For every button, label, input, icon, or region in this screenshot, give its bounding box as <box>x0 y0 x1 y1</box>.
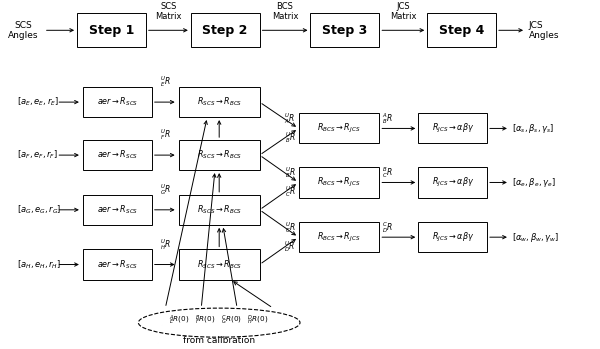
FancyBboxPatch shape <box>299 168 379 198</box>
Text: $[a_E, e_E, r_E]$: $[a_E, e_E, r_E]$ <box>17 96 59 108</box>
Text: BCS
Matrix: BCS Matrix <box>272 2 298 21</box>
Text: $^U_E R$: $^U_E R$ <box>160 74 171 89</box>
Text: SCS
Matrix: SCS Matrix <box>155 2 182 21</box>
FancyBboxPatch shape <box>179 195 260 225</box>
Text: $[a_G, e_G, r_G]$: $[a_G, e_G, r_G]$ <box>17 203 62 216</box>
Text: $^U_C R$: $^U_C R$ <box>284 220 296 235</box>
FancyBboxPatch shape <box>418 168 487 198</box>
Text: $aer \rightarrow R_{SCS}$: $aer \rightarrow R_{SCS}$ <box>97 203 138 216</box>
Text: $^U_B R$: $^U_B R$ <box>284 131 296 146</box>
Text: $^U_H R$: $^U_H R$ <box>160 237 171 252</box>
FancyBboxPatch shape <box>77 13 146 47</box>
FancyBboxPatch shape <box>179 87 260 117</box>
Text: $R_{SCS} \rightarrow R_{BCS}$: $R_{SCS} \rightarrow R_{BCS}$ <box>197 96 242 108</box>
Text: $^B_C R$: $^B_C R$ <box>382 165 393 180</box>
Text: $R_{BCS} \rightarrow R_{JCS}$: $R_{BCS} \rightarrow R_{JCS}$ <box>317 176 361 189</box>
FancyBboxPatch shape <box>310 13 379 47</box>
Text: $[\alpha_s, \beta_s, \gamma_s]$: $[\alpha_s, \beta_s, \gamma_s]$ <box>512 122 554 135</box>
Text: Step 1: Step 1 <box>89 24 134 37</box>
Text: $R_{BCS} \rightarrow R_{JCS}$: $R_{BCS} \rightarrow R_{JCS}$ <box>317 231 361 244</box>
Text: $^U_G R$: $^U_G R$ <box>160 182 171 197</box>
Text: $aer \rightarrow R_{SCS}$: $aer \rightarrow R_{SCS}$ <box>97 258 138 271</box>
Text: Step 3: Step 3 <box>322 24 368 37</box>
Ellipse shape <box>139 308 300 337</box>
FancyBboxPatch shape <box>179 140 260 170</box>
Text: $R_{JCS} \rightarrow \alpha\beta\gamma$: $R_{JCS} \rightarrow \alpha\beta\gamma$ <box>431 122 474 135</box>
Text: $^A_E R(0)$   $^B_F R(0)$   $^C_G R(0)$   $^D_H R(0)$: $^A_E R(0)$ $^B_F R(0)$ $^C_G R(0)$ $^D_… <box>169 314 269 327</box>
Text: $aer \rightarrow R_{SCS}$: $aer \rightarrow R_{SCS}$ <box>97 96 138 108</box>
Text: Step 2: Step 2 <box>202 24 248 37</box>
Text: $^U_F R$: $^U_F R$ <box>160 127 171 142</box>
Text: $R_{BCS} \rightarrow R_{JCS}$: $R_{BCS} \rightarrow R_{JCS}$ <box>317 122 361 135</box>
Text: $R_{SCS} \rightarrow R_{BCS}$: $R_{SCS} \rightarrow R_{BCS}$ <box>197 149 242 161</box>
Text: $R_{JCS} \rightarrow \alpha\beta\gamma$: $R_{JCS} \rightarrow \alpha\beta\gamma$ <box>431 231 474 244</box>
Text: $aer \rightarrow R_{SCS}$: $aer \rightarrow R_{SCS}$ <box>97 149 138 161</box>
FancyBboxPatch shape <box>191 13 260 47</box>
Text: $^U_D R$: $^U_D R$ <box>284 239 296 254</box>
Text: $[\alpha_w, \beta_w, \gamma_w]$: $[\alpha_w, \beta_w, \gamma_w]$ <box>512 231 560 244</box>
FancyBboxPatch shape <box>418 113 487 143</box>
Text: $^A_B R$: $^A_B R$ <box>382 111 393 126</box>
FancyBboxPatch shape <box>418 222 487 252</box>
Text: $[\alpha_e, \beta_e, \gamma_e]$: $[\alpha_e, \beta_e, \gamma_e]$ <box>512 176 556 189</box>
Text: JCS
Angles: JCS Angles <box>529 21 559 40</box>
Text: $^U_A R$: $^U_A R$ <box>284 111 296 126</box>
Text: JCS
Matrix: JCS Matrix <box>390 2 416 21</box>
Text: $R_{SCS} \rightarrow R_{BCS}$: $R_{SCS} \rightarrow R_{BCS}$ <box>197 258 242 271</box>
FancyBboxPatch shape <box>83 87 152 117</box>
Text: $R_{SCS} \rightarrow R_{BCS}$: $R_{SCS} \rightarrow R_{BCS}$ <box>197 203 242 216</box>
Text: $[a_H, e_H, r_H]$: $[a_H, e_H, r_H]$ <box>17 258 62 271</box>
Text: $^U_C R$: $^U_C R$ <box>284 185 296 200</box>
FancyBboxPatch shape <box>299 222 379 252</box>
Text: $^C_D R$: $^C_D R$ <box>382 220 394 235</box>
Text: SCS
Angles: SCS Angles <box>8 21 38 40</box>
FancyBboxPatch shape <box>179 250 260 280</box>
Text: $[a_F, e_F, r_F]$: $[a_F, e_F, r_F]$ <box>17 149 58 161</box>
FancyBboxPatch shape <box>83 195 152 225</box>
FancyBboxPatch shape <box>427 13 496 47</box>
Text: $^U_B R$: $^U_B R$ <box>284 165 296 180</box>
Text: $R_{JCS} \rightarrow \alpha\beta\gamma$: $R_{JCS} \rightarrow \alpha\beta\gamma$ <box>431 176 474 189</box>
FancyBboxPatch shape <box>83 250 152 280</box>
FancyBboxPatch shape <box>299 113 379 143</box>
FancyBboxPatch shape <box>83 140 152 170</box>
Text: Step 4: Step 4 <box>439 24 484 37</box>
Text: from calibration: from calibration <box>183 336 255 345</box>
